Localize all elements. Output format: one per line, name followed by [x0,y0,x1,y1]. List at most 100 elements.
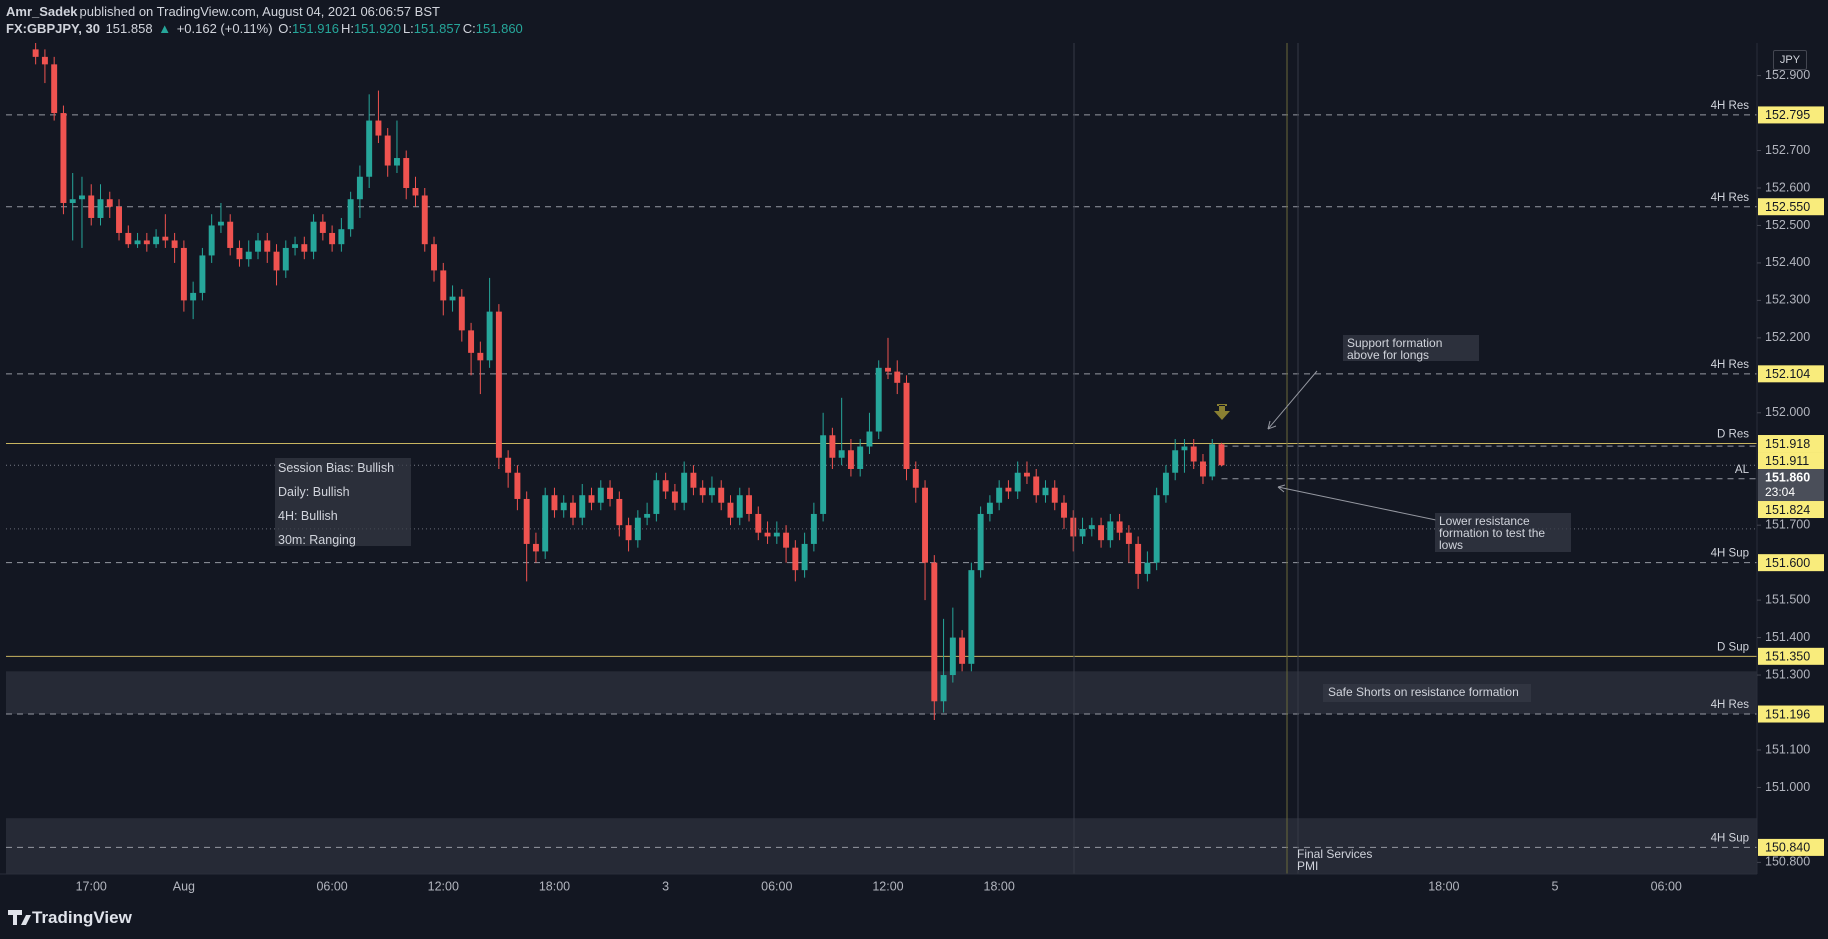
candle-body [597,487,604,503]
annotation: Support formation above for longs [1343,335,1479,361]
last-price-label: 151.860 [1765,470,1810,484]
level-price-label: 150.840 [1765,841,1810,855]
candle-body [393,158,400,166]
currency: JPY [1773,50,1807,70]
candle-body [1098,525,1105,541]
candle-body [792,547,799,571]
candle-body [41,56,48,65]
level-price-label: 151.918 [1765,437,1810,451]
candle-body [801,543,808,571]
ohlc: O:151.916 H:151.920 L:151.857 C:151.860 [278,21,525,36]
candle-body [560,502,567,511]
candle-body [236,247,243,260]
candle-body [97,199,104,218]
x-tick-label: 06:00 [1651,879,1682,893]
ohlc-label: O: [278,21,292,36]
y-tick-label: 152.200 [1765,330,1810,344]
candle-body [1088,525,1095,529]
candle-body [292,244,299,248]
y-tick-label: 151.300 [1765,667,1810,681]
x-tick-label: 3 [662,879,669,893]
candle-body [1061,502,1067,518]
change: +0.162 (+0.11%) [176,21,273,36]
level-price-label: 152.795 [1765,108,1810,122]
candle-body [829,435,836,458]
candle-body [1200,461,1206,477]
candle-body [245,251,252,260]
y-tick-label: 151.700 [1765,517,1810,531]
candle-body [1135,543,1142,574]
candle-body [1107,521,1114,541]
level-price-label: 151.824 [1765,503,1810,517]
candle-body [1023,472,1030,477]
y-tick-label: 151.100 [1765,742,1810,756]
ohlc-value: 151.916 [291,21,339,36]
candle-body [755,513,762,533]
candle-body [338,229,345,245]
candle-body [894,371,901,383]
candle-body [431,244,437,271]
candle-body [1162,472,1169,496]
bias-line: 30m: Ranging [278,533,356,547]
candle-body [180,247,187,301]
y-tick-label: 150.800 [1765,855,1810,869]
candle-body [1218,444,1225,466]
header-line: Amr_Sadek published on TradingView.com, A… [6,4,442,19]
level-price-box [1758,705,1824,723]
candle-body [282,247,289,271]
x-tick-label: 5 [1552,879,1559,893]
ohlc-label: C: [462,21,476,36]
annotation: Lower resistance formation to test the l… [1435,513,1571,552]
down-arrow-icon [1214,404,1230,420]
level-label: 4H Res [1711,100,1750,112]
candle-body [653,480,660,514]
candle-body [968,570,975,664]
level-price-label: 151.350 [1765,650,1810,664]
level-price-box [1758,365,1824,383]
candle-body [375,120,382,136]
candle-body [644,513,651,518]
candle-body [857,446,864,469]
candle-body [217,221,224,226]
candle-body [273,251,280,271]
candle-body [384,135,391,166]
x-tick-label: 18:00 [1428,879,1459,893]
y-tick-label: 151.000 [1765,780,1810,794]
candle-body [690,472,697,488]
brand-logo [8,910,31,925]
candle-body [1181,446,1188,451]
candle-body [903,382,910,469]
candle-body [931,562,938,702]
candle-body [810,513,817,544]
level-label: 4H Sup [1711,832,1749,844]
y-tick-label: 152.300 [1765,293,1810,307]
candle-body [190,292,197,301]
level-price-box [1758,435,1824,453]
x-tick-label: 18:00 [984,879,1015,893]
candle-body [134,240,141,245]
candle-body [718,487,725,503]
candle-body [746,495,752,514]
candle-body [1190,446,1197,462]
candle-body [625,525,632,541]
author: Amr_Sadek [6,4,78,19]
annotation-arrow [1267,370,1318,430]
candle-body [671,491,678,503]
candle-body [88,195,95,218]
arrow: ▲ [158,21,172,36]
candle-body [1079,528,1086,537]
ohlc-value: 151.857 [413,21,461,36]
candle-body [699,487,706,496]
candle-body [764,532,771,537]
candle-body [1116,521,1123,533]
candle-body [143,240,150,245]
candle-body [421,195,428,245]
bias-line: 4H: Bullish [278,509,338,523]
candle-body [616,498,623,526]
candle-body [301,244,308,252]
candle-body [32,49,39,57]
candle-body [468,330,475,353]
level-label: 4H Res [1711,699,1750,711]
ohlc-label: L: [402,21,414,36]
candle-body [847,450,854,469]
